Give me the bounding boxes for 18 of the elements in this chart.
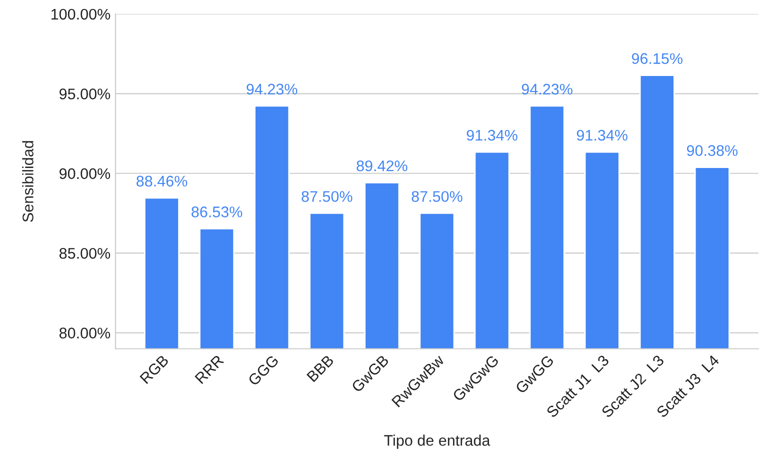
data-label: 87.50% xyxy=(302,191,352,202)
y-tick-label: 95.00% xyxy=(60,88,110,100)
data-label: 90.38% xyxy=(686,145,738,156)
data-label: 89.42% xyxy=(356,160,408,172)
y-tick-label: 100.00% xyxy=(51,8,110,20)
data-label: 86.53% xyxy=(192,206,242,218)
data-label: 94.23% xyxy=(246,84,298,95)
x-axis-title: Tipo de entrada xyxy=(384,434,490,449)
data-label: 91.34% xyxy=(576,130,628,141)
data-label: 87.50% xyxy=(412,191,462,202)
data-label: 96.15% xyxy=(632,53,682,64)
y-tick-label: 85.00% xyxy=(59,248,110,259)
y-axis-title: Sensibilidad xyxy=(22,141,34,222)
data-label: 94.23% xyxy=(522,84,572,95)
y-tick-label: 80.00% xyxy=(59,328,110,338)
y-tick-label: 90.00% xyxy=(60,168,110,180)
data-label: 88.46% xyxy=(136,176,188,187)
data-label: 91.34% xyxy=(466,130,518,141)
